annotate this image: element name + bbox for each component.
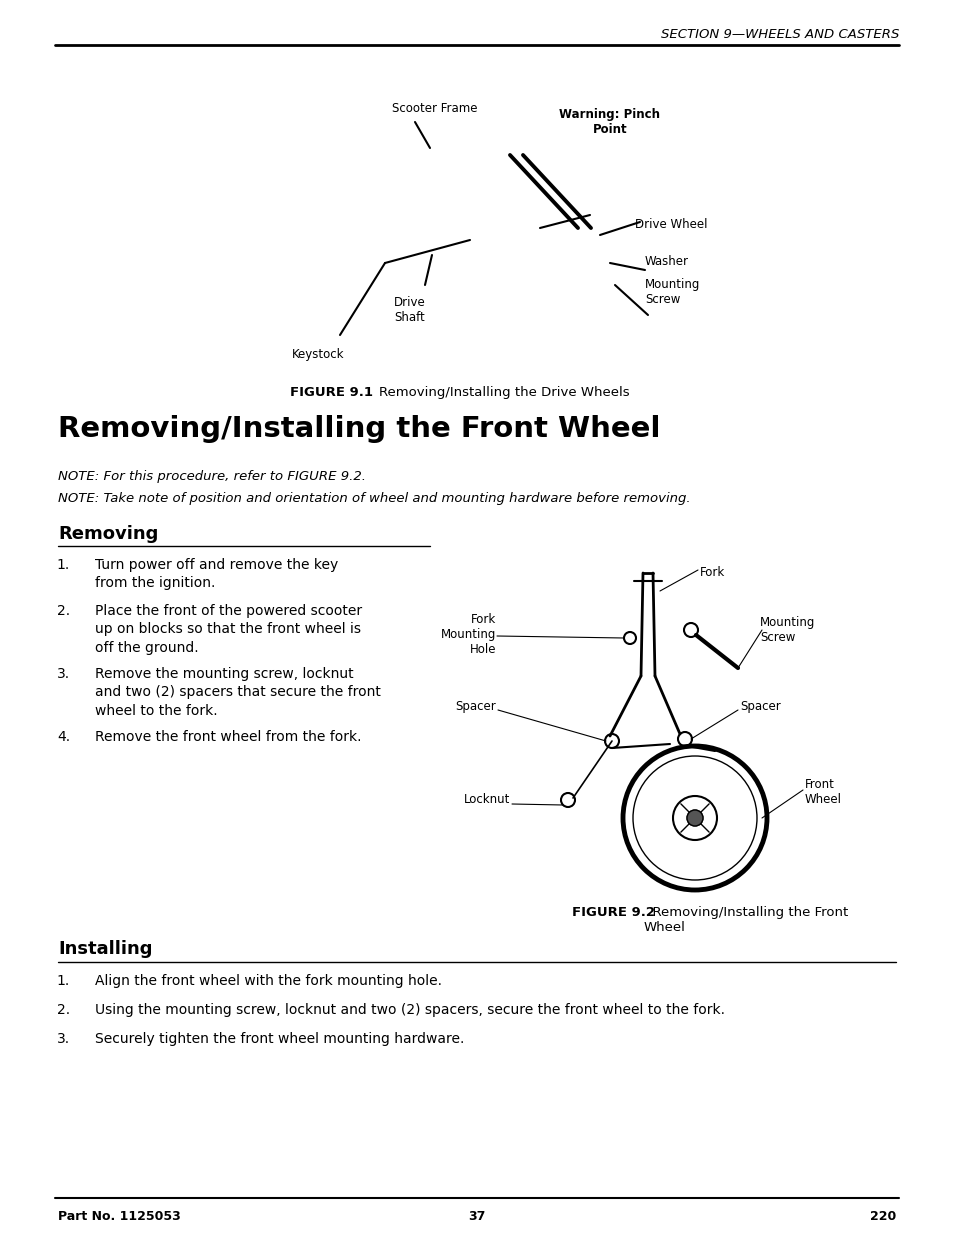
Text: 2.: 2. [57,1003,70,1016]
Text: Locknut: Locknut [463,793,510,806]
Text: Securely tighten the front wheel mounting hardware.: Securely tighten the front wheel mountin… [95,1032,464,1046]
Text: Spacer: Spacer [740,700,780,713]
Text: FIGURE 9.1: FIGURE 9.1 [290,387,373,399]
Text: Keystock: Keystock [292,348,344,361]
Text: Fork
Mounting
Hole: Fork Mounting Hole [440,613,496,656]
Text: 1.: 1. [56,974,70,988]
Text: Using the mounting screw, locknut and two (2) spacers, secure the front wheel to: Using the mounting screw, locknut and tw… [95,1003,724,1016]
Text: Spacer: Spacer [455,700,496,713]
Text: 1.: 1. [56,558,70,572]
Text: FIGURE 9.2: FIGURE 9.2 [572,906,655,919]
Text: Mounting
Screw: Mounting Screw [760,616,815,643]
Text: Mounting
Screw: Mounting Screw [644,278,700,306]
Text: Removing/Installing the Drive Wheels: Removing/Installing the Drive Wheels [361,387,629,399]
Text: Installing: Installing [58,940,152,958]
Circle shape [686,810,702,826]
Text: Washer: Washer [644,254,688,268]
Text: Fork: Fork [700,566,724,579]
Text: Removing: Removing [58,525,158,543]
Text: 4.: 4. [57,730,70,743]
Text: 37: 37 [468,1210,485,1223]
Text: Warning: Pinch
Point: Warning: Pinch Point [558,107,659,136]
Text: Drive
Shaft: Drive Shaft [394,296,425,324]
Text: NOTE: For this procedure, refer to FIGURE 9.2.: NOTE: For this procedure, refer to FIGUR… [58,471,366,483]
Text: Removing/Installing the Front Wheel: Removing/Installing the Front Wheel [58,415,659,443]
Text: NOTE: Take note of position and orientation of wheel and mounting hardware befor: NOTE: Take note of position and orientat… [58,492,690,505]
Text: 2.: 2. [57,604,70,618]
Text: 220: 220 [869,1210,895,1223]
Text: Align the front wheel with the fork mounting hole.: Align the front wheel with the fork moun… [95,974,441,988]
Text: Part No. 1125053: Part No. 1125053 [58,1210,180,1223]
Text: SECTION 9—WHEELS AND CASTERS: SECTION 9—WHEELS AND CASTERS [659,28,898,41]
Text: Turn power off and remove the key
from the ignition.: Turn power off and remove the key from t… [95,558,338,590]
Text: Place the front of the powered scooter
up on blocks so that the front wheel is
o: Place the front of the powered scooter u… [95,604,362,655]
Text: Drive Wheel: Drive Wheel [635,219,707,231]
Text: Front
Wheel: Front Wheel [804,778,841,806]
Text: 3.: 3. [57,1032,70,1046]
Text: Remove the mounting screw, locknut
and two (2) spacers that secure the front
whe: Remove the mounting screw, locknut and t… [95,667,380,718]
Text: Scooter Frame: Scooter Frame [392,103,477,115]
Text: Remove the front wheel from the fork.: Remove the front wheel from the fork. [95,730,361,743]
Text: Removing/Installing the Front
Wheel: Removing/Installing the Front Wheel [643,906,847,934]
Text: 3.: 3. [57,667,70,680]
